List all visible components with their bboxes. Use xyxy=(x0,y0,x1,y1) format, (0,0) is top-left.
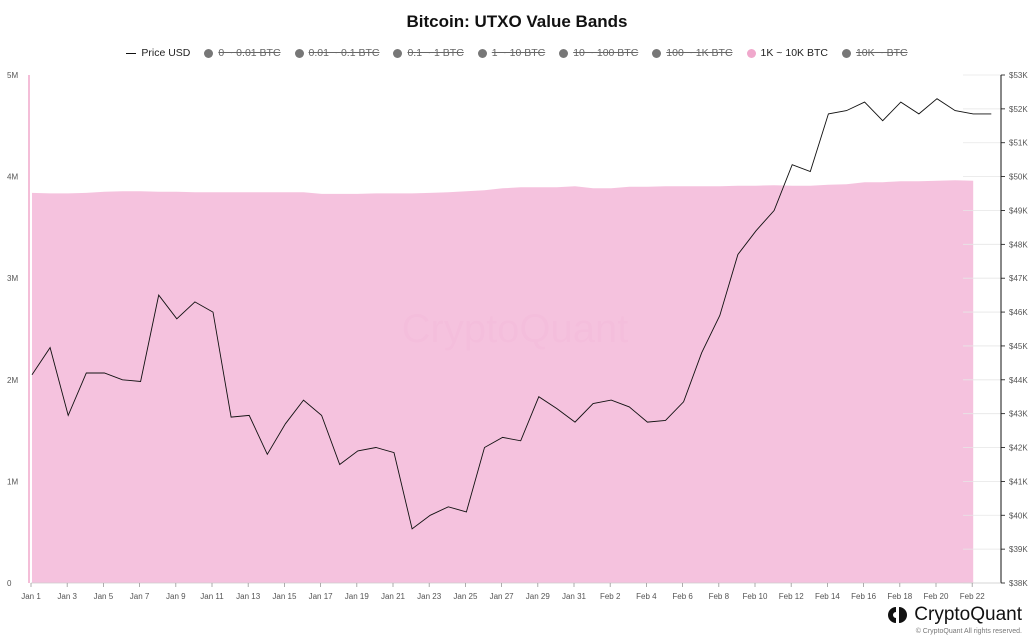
right-axis-tick-label: $47K xyxy=(1009,274,1028,283)
right-axis-tick-label: $51K xyxy=(1009,139,1028,148)
left-axis-tick-label: 2M xyxy=(7,376,18,385)
legend-item-1[interactable]: 0 ~ 0.01 BTC xyxy=(204,47,281,59)
right-axis-tick-label: $44K xyxy=(1009,376,1028,385)
chart-title: Bitcoin: UTXO Value Bands xyxy=(406,12,628,31)
x-axis-tick-label: Feb 20 xyxy=(924,592,949,601)
left-axis-tick-label: 0 xyxy=(7,579,12,588)
x-axis-tick-label: Jan 25 xyxy=(453,592,478,601)
right-axis-tick-label: $46K xyxy=(1009,308,1028,317)
x-axis-tick-label: Jan 11 xyxy=(200,592,224,601)
cryptoquant-logo: CryptoQuant xyxy=(887,604,1022,626)
x-axis-tick-label: Jan 31 xyxy=(562,592,587,601)
x-axis-tick-label: Jan 3 xyxy=(57,592,77,601)
left-axis-tick-label: 1M xyxy=(7,477,18,486)
legend-label: Price USD xyxy=(141,47,191,59)
legend-item-8[interactable]: 10K ~ BTC xyxy=(841,47,908,59)
legend-dot-marker xyxy=(559,48,569,58)
right-axis-tick-label: $43K xyxy=(1009,410,1028,419)
legend-dot-marker xyxy=(477,48,487,58)
right-axis-tick-label: $38K xyxy=(1009,579,1028,588)
legend-label: 1K ~ 10K BTC xyxy=(760,47,828,59)
legend-label: 0.01 ~ 0.1 BTC xyxy=(308,47,380,59)
legend-dot-marker xyxy=(294,48,304,58)
x-axis-tick-label: Jan 15 xyxy=(272,592,297,601)
x-axis-tick-label: Feb 14 xyxy=(815,592,840,601)
x-axis-tick-label: Feb 6 xyxy=(672,592,693,601)
legend-item-5[interactable]: 10 ~ 100 BTC xyxy=(559,47,638,59)
legend-label: 1 ~ 10 BTC xyxy=(491,47,546,59)
legend-item-6[interactable]: 100 ~ 1K BTC xyxy=(652,47,733,59)
x-axis-tick-label: Jan 1 xyxy=(21,592,41,601)
x-axis-tick-label: Jan 5 xyxy=(94,592,114,601)
x-axis-tick-label: Jan 21 xyxy=(381,592,406,601)
x-axis-tick-label: Jan 23 xyxy=(417,592,442,601)
legend-dot-marker xyxy=(746,48,756,58)
legend-label: 10K ~ BTC xyxy=(855,47,908,59)
x-axis-tick-label: Feb 18 xyxy=(887,592,912,601)
x-axis-tick-label: Jan 27 xyxy=(490,592,515,601)
legend-label: 100 ~ 1K BTC xyxy=(666,47,733,59)
legend-dot-marker xyxy=(393,48,403,58)
legend-item-2[interactable]: 0.01 ~ 0.1 BTC xyxy=(294,47,380,59)
x-axis-tick-label: Feb 22 xyxy=(960,592,985,601)
x-axis-tick-label: Jan 17 xyxy=(309,592,334,601)
right-axis-tick-label: $42K xyxy=(1009,444,1028,453)
x-axis-tick-label: Jan 29 xyxy=(526,592,551,601)
cryptoquant-logo-icon xyxy=(887,606,909,624)
legend-item-3[interactable]: 0.1 ~ 1 BTC xyxy=(393,47,464,59)
x-axis-tick-label: Feb 12 xyxy=(779,592,804,601)
copyright-text: © CryptoQuant All rights reserved. xyxy=(915,628,1022,635)
right-axis-tick-label: $39K xyxy=(1009,545,1028,554)
right-axis-tick-label: $48K xyxy=(1009,240,1028,249)
right-axis-tick-label: $49K xyxy=(1009,206,1028,215)
legend-dot-marker xyxy=(652,48,662,58)
legend-label: 10 ~ 100 BTC xyxy=(573,47,639,59)
x-axis-tick-label: Jan 9 xyxy=(166,592,186,601)
x-axis-tick-label: Feb 2 xyxy=(600,592,621,601)
right-axis-tick-label: $40K xyxy=(1009,511,1028,520)
x-axis-tick-label: Jan 13 xyxy=(236,592,261,601)
x-axis-tick-label: Feb 8 xyxy=(709,592,730,601)
legend-label: 0.1 ~ 1 BTC xyxy=(407,47,464,59)
right-axis-tick-label: $45K xyxy=(1009,342,1028,351)
legend-item-4[interactable]: 1 ~ 10 BTC xyxy=(477,47,546,59)
x-axis-tick-label: Feb 4 xyxy=(636,592,657,601)
chart-legend: Price USD 0 ~ 0.01 BTC 0.01 ~ 0.1 BTC 0.1 ~… xyxy=(0,47,1034,59)
legend-dot-marker xyxy=(204,48,214,58)
right-axis-tick-label: $50K xyxy=(1009,173,1028,182)
x-axis-tick-label: Feb 10 xyxy=(743,592,768,601)
right-axis-tick-label: $41K xyxy=(1009,477,1028,486)
legend-dot-marker xyxy=(841,48,851,58)
legend-label: 0 ~ 0.01 BTC xyxy=(218,47,281,59)
brand-name: CryptoQuant xyxy=(914,604,1022,625)
legend-item-0[interactable]: Price USD xyxy=(126,47,190,59)
x-axis-tick-label: Feb 16 xyxy=(851,592,876,601)
x-axis-tick-label: Jan 7 xyxy=(130,592,150,601)
left-axis-tick-label: 4M xyxy=(7,173,18,182)
left-axis-tick-label: 5M xyxy=(7,71,18,80)
x-axis-tick-label: Jan 19 xyxy=(345,592,370,601)
left-axis-tick-label: 3M xyxy=(7,274,18,283)
right-axis-tick-label: $52K xyxy=(1009,105,1028,114)
legend-item-7[interactable]: 1K ~ 10K BTC xyxy=(746,47,828,59)
legend-line-marker xyxy=(126,52,137,54)
right-axis-tick-label: $53K xyxy=(1009,71,1028,80)
area-series-1k-10k-btc xyxy=(32,180,974,583)
price-usd-line xyxy=(31,98,992,530)
